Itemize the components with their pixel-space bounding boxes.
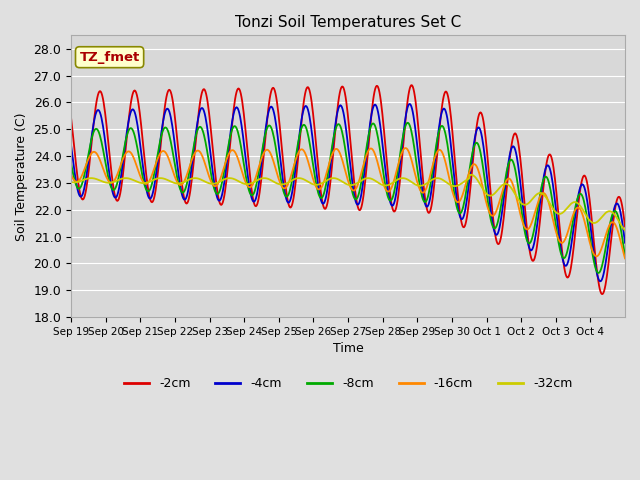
Line: -2cm: -2cm <box>71 85 625 294</box>
-16cm <box>406 152 413 157</box>
-8cm <box>595 270 602 276</box>
Line: -32cm: -32cm <box>71 175 625 230</box>
-8cm <box>437 124 445 130</box>
-16cm <box>282 184 290 190</box>
-2cm <box>132 90 140 96</box>
-8cm <box>67 161 75 167</box>
-8cm <box>262 131 269 136</box>
-32cm <box>436 176 444 181</box>
-4cm <box>596 278 604 284</box>
-4cm <box>282 196 290 202</box>
-2cm <box>408 82 415 88</box>
-2cm <box>67 116 75 121</box>
Legend: -2cm, -4cm, -8cm, -16cm, -32cm: -2cm, -4cm, -8cm, -16cm, -32cm <box>119 372 577 396</box>
X-axis label: Time: Time <box>333 342 364 356</box>
Line: -4cm: -4cm <box>71 104 625 281</box>
-16cm <box>234 156 242 162</box>
-16cm <box>402 145 410 151</box>
-32cm <box>234 178 242 184</box>
-2cm <box>234 86 242 92</box>
-2cm <box>262 134 269 140</box>
-2cm <box>621 224 629 229</box>
-8cm <box>621 253 629 259</box>
-32cm <box>282 180 290 186</box>
Title: Tonzi Soil Temperatures Set C: Tonzi Soil Temperatures Set C <box>235 15 461 30</box>
-8cm <box>282 194 290 200</box>
-4cm <box>437 113 445 119</box>
-4cm <box>405 101 413 107</box>
-32cm <box>132 179 140 184</box>
-2cm <box>598 291 605 297</box>
-2cm <box>437 113 445 119</box>
-4cm <box>621 240 629 246</box>
-16cm <box>132 161 140 167</box>
-8cm <box>406 123 413 129</box>
-4cm <box>67 143 75 149</box>
Line: -8cm: -8cm <box>71 123 625 273</box>
Line: -16cm: -16cm <box>71 148 625 258</box>
-2cm <box>405 88 413 94</box>
-4cm <box>234 106 242 112</box>
-32cm <box>262 175 269 181</box>
-8cm <box>234 129 242 135</box>
-16cm <box>262 148 269 154</box>
-16cm <box>67 172 75 178</box>
-8cm <box>132 139 140 145</box>
Text: TZ_fmet: TZ_fmet <box>79 51 140 64</box>
-32cm <box>67 180 75 185</box>
-16cm <box>437 148 445 154</box>
-16cm <box>621 255 629 261</box>
-4cm <box>262 128 269 133</box>
Y-axis label: Soil Temperature (C): Soil Temperature (C) <box>15 112 28 240</box>
-4cm <box>132 115 140 120</box>
-4cm <box>406 101 413 107</box>
-2cm <box>282 189 290 195</box>
-32cm <box>467 172 475 178</box>
-32cm <box>405 178 413 183</box>
-32cm <box>621 228 629 233</box>
-8cm <box>404 120 412 126</box>
